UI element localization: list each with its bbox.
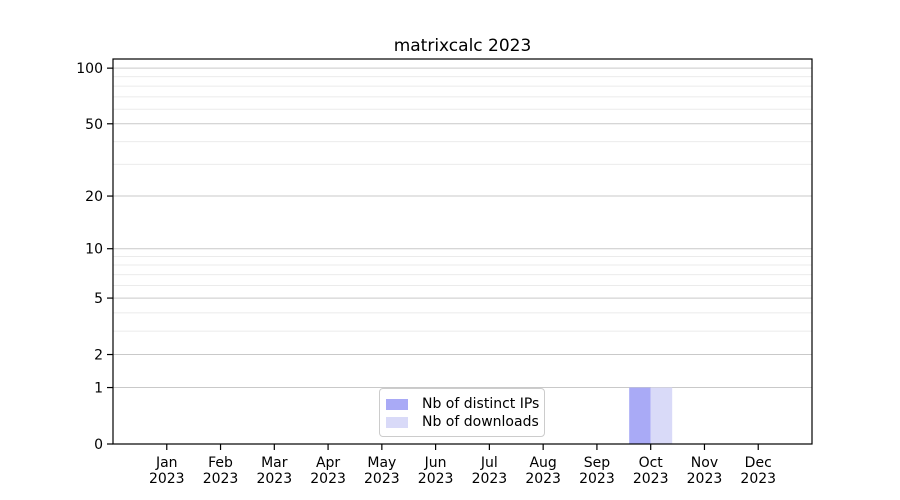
x-tick-label-year: 2023 xyxy=(364,471,400,487)
y-tick-label: 1 xyxy=(94,381,103,397)
x-tick-label-month: Nov xyxy=(691,455,718,471)
y-tick-label: 2 xyxy=(94,348,103,364)
legend-swatch-distinct-ips xyxy=(386,398,408,410)
x-tick-label-month: May xyxy=(367,455,396,471)
x-tick-label-month: Mar xyxy=(261,455,288,471)
x-tick-label-year: 2023 xyxy=(256,471,292,487)
y-tick-label: 20 xyxy=(85,189,103,205)
x-tick-label-year: 2023 xyxy=(687,471,723,487)
y-tick-label: 0 xyxy=(94,437,103,453)
x-tick-label-year: 2023 xyxy=(472,471,508,487)
x-tick-label-year: 2023 xyxy=(633,471,669,487)
y-tick-label: 100 xyxy=(76,61,103,77)
legend-label-downloads: Nb of downloads xyxy=(422,414,539,430)
x-tick-label-month: Apr xyxy=(316,455,340,471)
legend-swatch-downloads xyxy=(386,416,408,428)
x-tick-label-year: 2023 xyxy=(740,471,776,487)
bar-nb-of-distinct-ips-oct xyxy=(629,387,651,444)
x-tick-label-year: 2023 xyxy=(149,471,185,487)
x-tick-label-month: Feb xyxy=(208,455,233,471)
x-tick-label-month: Jan xyxy=(155,455,178,471)
y-tick-label: 50 xyxy=(85,117,103,133)
x-tick-label-year: 2023 xyxy=(579,471,615,487)
chart-title: matrixcalc 2023 xyxy=(393,36,532,56)
x-tick-label-month: Dec xyxy=(745,455,772,471)
x-tick-label-month: Jul xyxy=(480,455,498,471)
x-tick-label-month: Sep xyxy=(584,455,611,471)
bar-nb-of-downloads-oct xyxy=(650,387,673,444)
x-tick-label-year: 2023 xyxy=(310,471,346,487)
x-tick-label-month: Aug xyxy=(529,455,556,471)
legend-entry-distinct-ips: Nb of distinct IPs xyxy=(386,395,540,413)
x-tick-label-year: 2023 xyxy=(418,471,454,487)
legend: Nb of distinct IPs Nb of downloads xyxy=(379,388,545,437)
plot-border xyxy=(112,58,813,445)
legend-entry-downloads: Nb of downloads xyxy=(386,413,540,431)
x-tick-label-year: 2023 xyxy=(525,471,561,487)
x-tick-label-year: 2023 xyxy=(203,471,239,487)
legend-label-distinct-ips: Nb of distinct IPs xyxy=(422,396,540,412)
x-tick-label-month: Oct xyxy=(639,455,664,471)
x-tick-label-month: Jun xyxy=(424,455,447,471)
y-tick-label: 10 xyxy=(85,242,103,258)
y-tick-label: 5 xyxy=(94,291,103,307)
